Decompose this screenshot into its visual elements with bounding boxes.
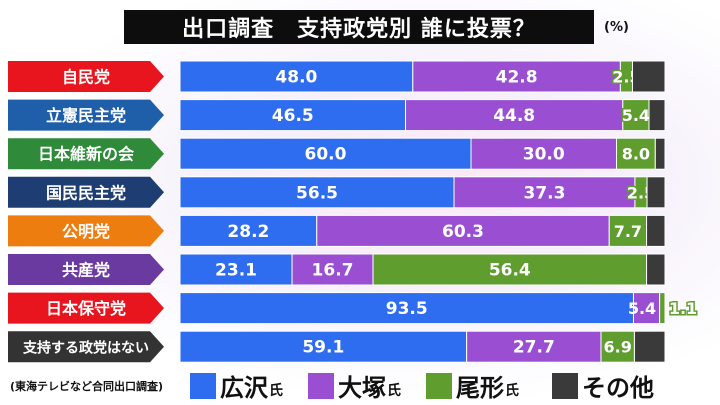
category-label-bg bbox=[8, 331, 164, 363]
category-label: 共産党 bbox=[62, 261, 110, 280]
data-label: 46.5 bbox=[272, 106, 314, 126]
bar-segment-other bbox=[632, 60, 666, 93]
legend-suffix: 氏 bbox=[505, 382, 519, 399]
data-label: 48.0 bbox=[275, 68, 317, 88]
bar-segment-other bbox=[646, 253, 666, 286]
bar-segment-series-1 bbox=[412, 60, 621, 93]
category-label: 公明党 bbox=[62, 222, 110, 241]
legend-name-ogata: 尾形 bbox=[456, 374, 504, 402]
category-label: 立憲民主党 bbox=[46, 106, 126, 125]
category-label-bg bbox=[8, 254, 164, 285]
bar-segment-series-2 bbox=[600, 330, 635, 363]
category-label: 日本保守党 bbox=[46, 299, 126, 318]
category-label-bg bbox=[8, 99, 164, 131]
bar-segment-series-1 bbox=[405, 99, 624, 132]
legend-name-otsuka: 大塚 bbox=[338, 374, 386, 402]
category-label-bg bbox=[8, 215, 164, 247]
category-label: 国民民主党 bbox=[46, 183, 126, 202]
bar-segment-series-1 bbox=[316, 214, 610, 247]
bar-segment-series-0 bbox=[179, 330, 468, 363]
data-label: 44.8 bbox=[493, 106, 535, 126]
data-label: 28.2 bbox=[227, 222, 269, 242]
bar-segment-other bbox=[646, 214, 666, 247]
category-label: 自民党 bbox=[62, 68, 110, 87]
unit-label: (%) bbox=[604, 20, 629, 35]
data-label: 27.7 bbox=[513, 338, 555, 358]
category-label: 日本維新の会 bbox=[38, 145, 134, 164]
category-label-bg bbox=[8, 176, 164, 208]
data-label: 8.0 bbox=[622, 145, 650, 164]
bar-segment-series-1 bbox=[632, 292, 661, 325]
source-note: (東海テレビなど合同出口調査) bbox=[10, 380, 164, 393]
legend-swatch-other bbox=[552, 372, 578, 399]
bar-segment-series-0 bbox=[179, 176, 455, 209]
bar-segment-series-0 bbox=[179, 214, 318, 247]
data-label: 60.3 bbox=[442, 222, 484, 242]
data-label: 93.5 bbox=[386, 299, 428, 319]
data-label: 59.1 bbox=[302, 338, 344, 358]
bar-segment-series-0 bbox=[179, 137, 472, 170]
bar-segment-series-2 bbox=[622, 99, 650, 132]
legend-swatch-hirosawa bbox=[190, 372, 216, 399]
bar-segment-other bbox=[646, 176, 666, 209]
bar-segment-series-0 bbox=[179, 253, 293, 286]
category-label: 支持する政党はない bbox=[22, 340, 149, 357]
bar-segment-other bbox=[633, 330, 666, 363]
bar-segment-series-0 bbox=[179, 60, 414, 93]
data-label: 5.4 bbox=[622, 106, 650, 125]
bar-segment-other bbox=[648, 99, 666, 132]
data-label: 30.0 bbox=[523, 145, 565, 165]
data-label: 1.1 bbox=[669, 299, 697, 318]
bar-segment-series-1 bbox=[453, 176, 636, 209]
bar-segment-series-0 bbox=[179, 99, 407, 132]
data-label: 5.4 bbox=[628, 299, 656, 318]
bar-segment-series-2 bbox=[372, 253, 648, 286]
legend-swatch-otsuka bbox=[308, 372, 334, 399]
data-label: 42.8 bbox=[496, 68, 538, 88]
legend-suffix: 氏 bbox=[387, 382, 401, 399]
data-label: 23.1 bbox=[215, 261, 257, 281]
bar-segment-series-0 bbox=[179, 292, 634, 325]
category-label-bg bbox=[8, 292, 164, 324]
data-label: 60.0 bbox=[305, 145, 347, 165]
legend-item-hirosawa: 広沢 氏 bbox=[190, 368, 283, 403]
chart-title: 出口調査 支持政党別 誰に投票？ bbox=[124, 10, 594, 44]
category-label-bg bbox=[8, 138, 164, 170]
data-label: 56.4 bbox=[489, 261, 531, 281]
bar-segment-series-1 bbox=[470, 137, 617, 170]
data-label: 16.7 bbox=[312, 261, 354, 281]
category-label-bg bbox=[8, 61, 164, 92]
data-label: 7.7 bbox=[614, 222, 642, 241]
bar-segment-other bbox=[654, 137, 666, 170]
legend-item-ogata: 尾形 氏 bbox=[426, 368, 519, 403]
legend-item-otsuka: 大塚 氏 bbox=[308, 368, 401, 403]
bar-segment-series-1 bbox=[291, 253, 374, 286]
legend-name-hirosawa: 広沢 bbox=[220, 374, 268, 402]
bar-segment-series-2 bbox=[616, 137, 656, 170]
data-label: 56.5 bbox=[296, 183, 338, 203]
data-label: 37.3 bbox=[524, 183, 566, 203]
legend-item-other: その他 bbox=[552, 368, 654, 403]
legend-suffix: 氏 bbox=[269, 382, 283, 399]
data-label: 6.9 bbox=[604, 338, 632, 357]
bar-segment-series-2 bbox=[659, 292, 666, 325]
legend-swatch-ogata bbox=[426, 372, 452, 399]
legend-name-other: その他 bbox=[582, 374, 654, 402]
